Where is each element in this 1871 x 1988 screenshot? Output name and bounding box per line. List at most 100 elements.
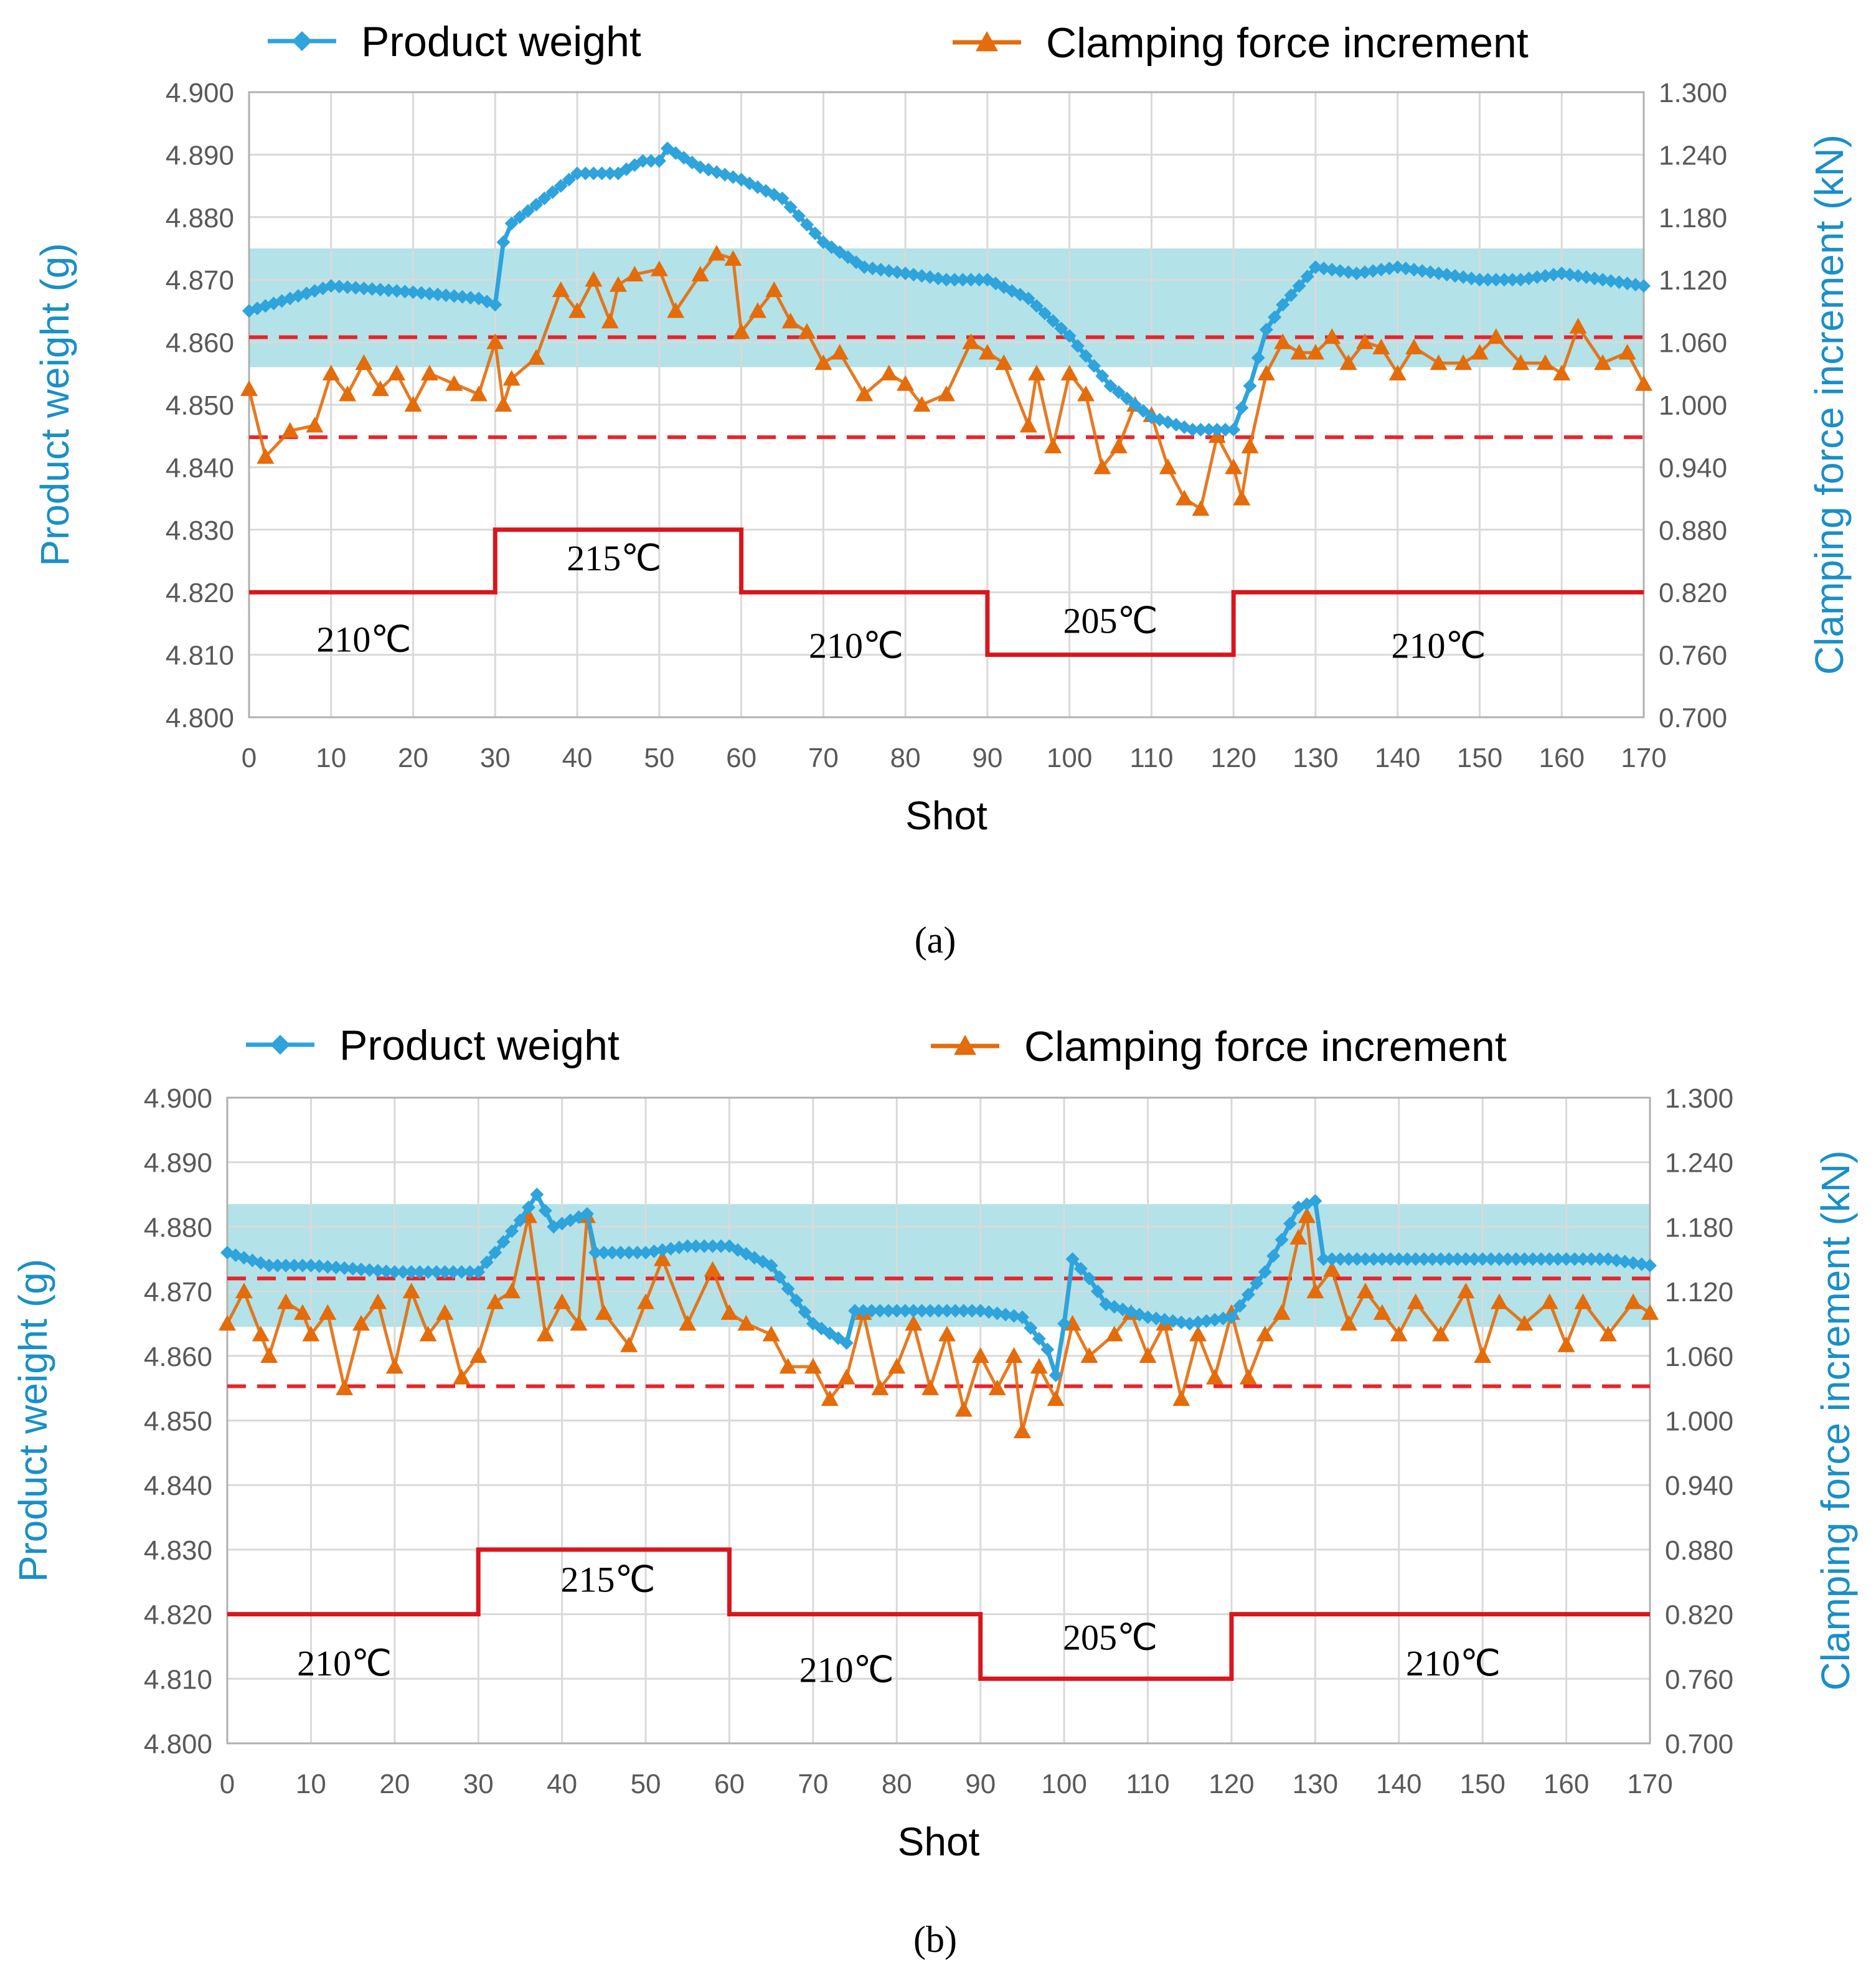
clamp-force-point [1487, 328, 1505, 344]
weight-point [324, 279, 338, 293]
weight-point [1587, 271, 1601, 286]
clamp-force-point [1457, 1283, 1475, 1299]
weight-point [689, 1239, 703, 1253]
weight-point [1157, 1312, 1172, 1327]
temperature-label: 210℃ [297, 1643, 392, 1684]
weight-point [562, 172, 576, 187]
clamp-force-point [553, 1293, 571, 1309]
weight-point [1525, 1252, 1540, 1266]
x-tick-label: 170 [1627, 1769, 1672, 1799]
weight-point [857, 260, 872, 275]
weight-point [455, 290, 469, 304]
y-right-tick-label: 0.820 [1659, 578, 1727, 608]
weight-point [1459, 1252, 1473, 1266]
weight-point [1571, 269, 1585, 283]
clamp-force-point [436, 1304, 454, 1320]
weight-point [1015, 1310, 1029, 1324]
weight-point [636, 154, 650, 168]
clamp-force-point [1431, 1326, 1449, 1342]
clamp-force-point [831, 344, 849, 360]
clamp-force-point [804, 1358, 822, 1374]
weight-point [681, 1239, 695, 1253]
clamp-force-point [552, 281, 570, 298]
clamp-force-point [1225, 458, 1243, 474]
x-tick-label: 40 [547, 1769, 577, 1799]
weight-point [1191, 1315, 1205, 1329]
clamp-force-point [257, 448, 275, 464]
clamp-force-point [679, 1314, 697, 1331]
weight-point [1425, 1252, 1440, 1266]
weight-point [446, 1265, 460, 1279]
x-tick-label: 20 [398, 743, 428, 773]
y-left-tick-label: 4.840 [144, 1471, 212, 1501]
weight-point [346, 1261, 360, 1276]
plot-frame [226, 1096, 1651, 1745]
clamp-force-point [1077, 385, 1095, 402]
weight-point [1251, 351, 1265, 365]
weight-point [505, 1224, 519, 1238]
clamp-force-point [388, 364, 406, 380]
weight-point [1216, 1311, 1230, 1326]
legend-clamp-marker [954, 1035, 976, 1055]
weight-point [463, 291, 478, 305]
clamp-force-point [1298, 1207, 1316, 1223]
y-left-tick-label: 4.880 [144, 1212, 212, 1243]
temperature-label: 210℃ [316, 619, 411, 660]
weight-point [647, 1244, 661, 1258]
plot-frame [248, 91, 1645, 718]
weight-point [669, 146, 683, 160]
weight-point [1601, 1252, 1615, 1266]
weight-point [1349, 266, 1364, 281]
weight-point [1243, 379, 1257, 393]
weight-point [990, 1306, 1004, 1321]
x-tick-label: 60 [726, 743, 756, 773]
clamp-force-point [609, 276, 627, 292]
clamp-force-point [1273, 1304, 1291, 1320]
x-tick-label: 120 [1210, 743, 1256, 773]
clamp-force-point [667, 302, 685, 318]
y-right-tick-label: 1.240 [1659, 140, 1727, 171]
weight-point [1259, 323, 1273, 337]
clamp-force-point [469, 385, 488, 402]
clamp-force-point [708, 245, 726, 261]
weight-point [479, 1255, 494, 1270]
x-tick-label: 150 [1459, 1769, 1505, 1799]
weight-point [644, 154, 658, 168]
weight-point [588, 1245, 603, 1260]
weight-point [655, 1243, 669, 1257]
clamp-force-point [1256, 1326, 1274, 1342]
x-tick-label: 10 [296, 1769, 326, 1799]
weight-point [390, 284, 404, 298]
weight-point [1024, 1321, 1038, 1335]
weight-point [1283, 1217, 1298, 1231]
weight-point [1090, 1284, 1105, 1299]
y-right-axis-title: Clamping force increment (kN) [1813, 1151, 1858, 1691]
y-right-tick-label: 1.120 [1665, 1277, 1733, 1307]
weight-point [931, 271, 945, 286]
weight-point [999, 1307, 1013, 1322]
x-tick-label: 20 [379, 1769, 410, 1799]
clamp-force-point [855, 385, 874, 402]
clamp-force-point [691, 265, 709, 282]
weight-point [839, 1336, 854, 1350]
weight-point [262, 1258, 276, 1273]
weight-point [956, 1304, 971, 1318]
weight-point [587, 166, 601, 181]
y-right-tick-label: 1.000 [1665, 1406, 1733, 1437]
panel-caption: (b) [913, 1919, 957, 1960]
x-tick-label: 90 [965, 1769, 996, 1799]
clamp-force-point [724, 250, 742, 266]
legend: Product weight Clamping force increment [246, 1022, 1507, 1070]
clamp-force-point [779, 1358, 797, 1374]
y-left-tick-label: 4.880 [166, 203, 234, 233]
x-axis-title: Shot [905, 793, 987, 838]
clamp-force-point [1373, 1304, 1391, 1320]
clamp-force-point [737, 1314, 755, 1331]
clamp-force-point [626, 265, 644, 282]
weight-point [404, 1265, 418, 1279]
weight-point [1407, 263, 1421, 277]
weight-point [1128, 398, 1143, 412]
y-left-tick-label: 4.850 [166, 390, 234, 421]
y-left-tick-label: 4.820 [144, 1600, 212, 1631]
weight-point [931, 1304, 946, 1318]
